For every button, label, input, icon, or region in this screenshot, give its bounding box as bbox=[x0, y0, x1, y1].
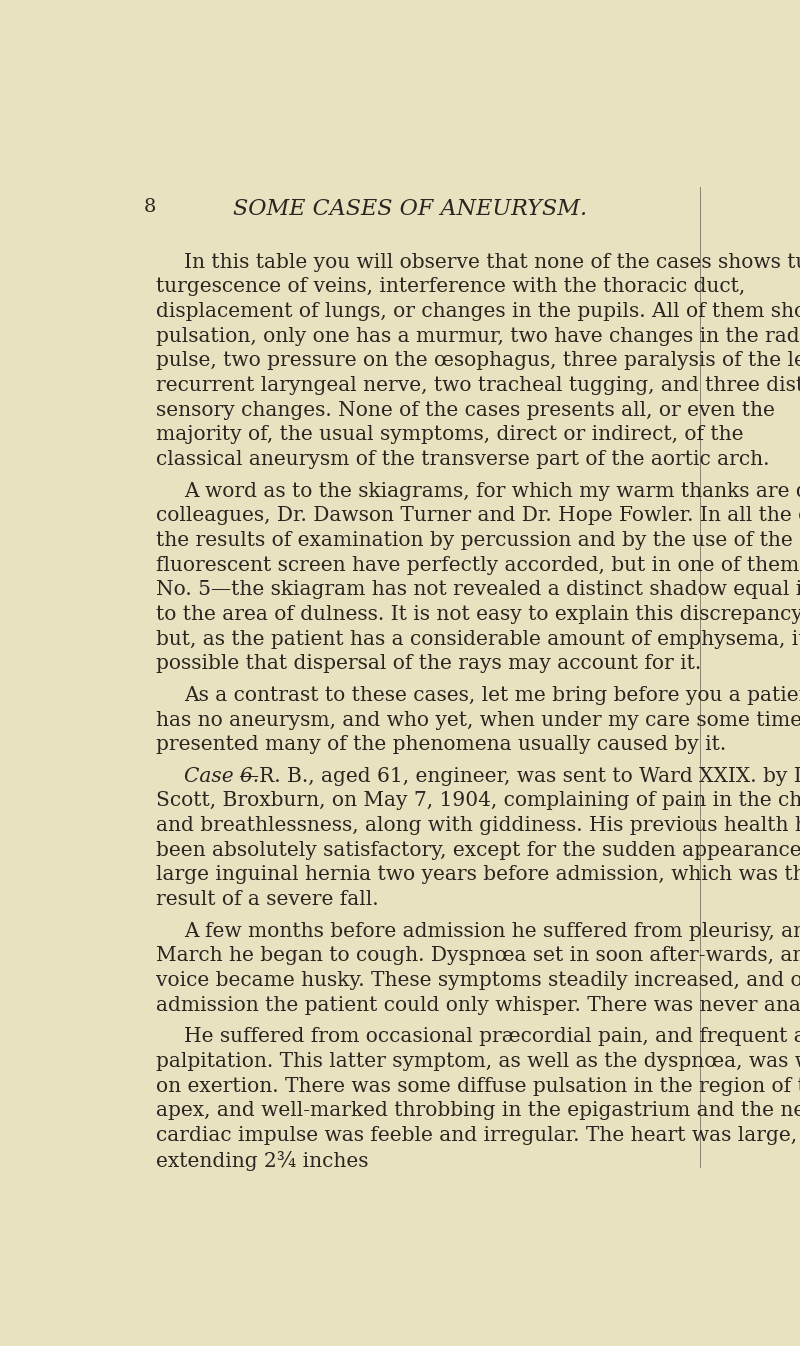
Text: A word as to the skiagrams, for which my warm thanks are due to my: A word as to the skiagrams, for which my… bbox=[184, 482, 800, 501]
Text: result of a severe fall.: result of a severe fall. bbox=[156, 890, 378, 909]
Text: No. 5—the skiagram has not revealed a distinct shadow equal in size: No. 5—the skiagram has not revealed a di… bbox=[156, 580, 800, 599]
Text: has no aneurysm, and who yet, when under my care some time ago,: has no aneurysm, and who yet, when under… bbox=[156, 711, 800, 730]
Text: to the area of dulness. It is not easy to explain this discrepancy,: to the area of dulness. It is not easy t… bbox=[156, 604, 800, 625]
Text: March he began to cough. Dyspnœa set in soon after-wards, and the: March he began to cough. Dyspnœa set in … bbox=[156, 946, 800, 965]
Text: Scott, Broxburn, on May 7, 1904, complaining of pain in the chest: Scott, Broxburn, on May 7, 1904, complai… bbox=[156, 791, 800, 810]
Text: the results of examination by percussion and by the use of the: the results of examination by percussion… bbox=[156, 530, 793, 551]
Text: on exertion. There was some diffuse pulsation in the region of the: on exertion. There was some diffuse puls… bbox=[156, 1077, 800, 1096]
Text: 8: 8 bbox=[143, 198, 156, 215]
Text: —R. B., aged 61, engineer, was sent to Ward XXIX. by Dr.: —R. B., aged 61, engineer, was sent to W… bbox=[239, 767, 800, 786]
Text: He suffered from occasional præcordial pain, and frequent attacks of: He suffered from occasional præcordial p… bbox=[184, 1027, 800, 1046]
Text: Case 6.: Case 6. bbox=[184, 767, 259, 786]
Text: pulse, two pressure on the œsophagus, three paralysis of the left: pulse, two pressure on the œsophagus, th… bbox=[156, 351, 800, 370]
Text: extending 2¾ inches: extending 2¾ inches bbox=[156, 1151, 368, 1171]
Text: displacement of lungs, or changes in the pupils. All of them show: displacement of lungs, or changes in the… bbox=[156, 302, 800, 322]
Text: admission the patient could only whisper. There was never anasarca.: admission the patient could only whisper… bbox=[156, 996, 800, 1015]
Text: possible that dispersal of the rays may account for it.: possible that dispersal of the rays may … bbox=[156, 654, 701, 673]
Text: In this table you will observe that none of the cases shows tumour,: In this table you will observe that none… bbox=[184, 253, 800, 272]
Text: majority of, the usual symptoms, direct or indirect, of the: majority of, the usual symptoms, direct … bbox=[156, 425, 743, 444]
Text: presented many of the phenomena usually caused by it.: presented many of the phenomena usually … bbox=[156, 735, 726, 754]
Text: and breathlessness, along with giddiness. His previous health had: and breathlessness, along with giddiness… bbox=[156, 816, 800, 835]
Text: SOME CASES OF ANEURYSM.: SOME CASES OF ANEURYSM. bbox=[233, 198, 587, 219]
Text: but, as the patient has a considerable amount of emphysema, it is: but, as the patient has a considerable a… bbox=[156, 630, 800, 649]
Text: cardiac impulse was feeble and irregular. The heart was large,: cardiac impulse was feeble and irregular… bbox=[156, 1127, 797, 1145]
Text: As a contrast to these cases, let me bring before you a patient who: As a contrast to these cases, let me bri… bbox=[184, 686, 800, 705]
Text: recurrent laryngeal nerve, two tracheal tugging, and three distinct: recurrent laryngeal nerve, two tracheal … bbox=[156, 376, 800, 396]
Text: voice became husky. These symptoms steadily increased, and on: voice became husky. These symptoms stead… bbox=[156, 970, 800, 991]
Text: colleagues, Dr. Dawson Turner and Dr. Hope Fowler. In all the cases: colleagues, Dr. Dawson Turner and Dr. Ho… bbox=[156, 506, 800, 525]
Text: fluorescent screen have perfectly accorded, but in one of them—Case: fluorescent screen have perfectly accord… bbox=[156, 556, 800, 575]
Text: pulsation, only one has a murmur, two have changes in the radial: pulsation, only one has a murmur, two ha… bbox=[156, 327, 800, 346]
Text: been absolutely satisfactory, except for the sudden appearance of a: been absolutely satisfactory, except for… bbox=[156, 841, 800, 860]
Text: palpitation. This latter symptom, as well as the dyspnœa, was worse: palpitation. This latter symptom, as wel… bbox=[156, 1053, 800, 1071]
Text: large inguinal hernia two years before admission, which was the: large inguinal hernia two years before a… bbox=[156, 865, 800, 884]
Text: apex, and well-marked throbbing in the epigastrium and the neck. The: apex, and well-marked throbbing in the e… bbox=[156, 1101, 800, 1120]
Text: A few months before admission he suffered from pleurisy, and in: A few months before admission he suffere… bbox=[184, 922, 800, 941]
Text: classical aneurysm of the transverse part of the aortic arch.: classical aneurysm of the transverse par… bbox=[156, 450, 770, 468]
Text: turgescence of veins, interference with the thoracic duct,: turgescence of veins, interference with … bbox=[156, 277, 745, 296]
Text: sensory changes. None of the cases presents all, or even the: sensory changes. None of the cases prese… bbox=[156, 401, 774, 420]
